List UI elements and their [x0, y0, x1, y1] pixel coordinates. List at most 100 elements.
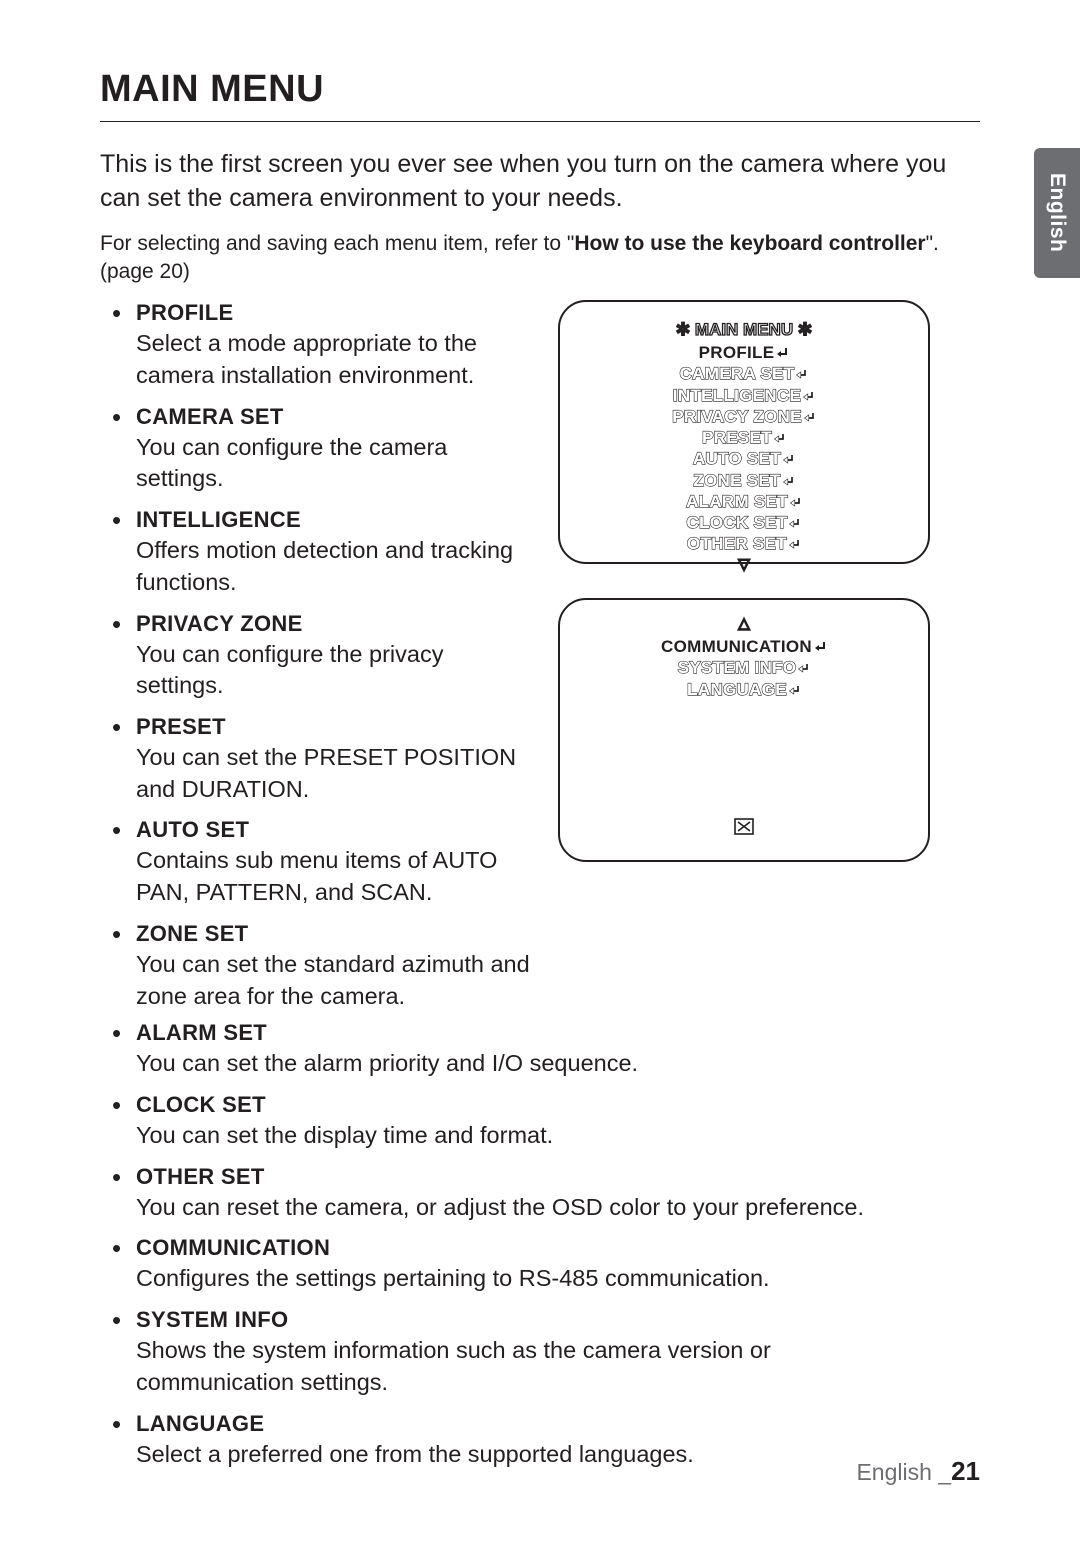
osd-text: CLOCK SET — [687, 513, 788, 532]
list-item: COMMUNICATION Configures the settings pe… — [136, 1235, 880, 1295]
submenu-icon — [802, 391, 815, 403]
menu-descriptions-left: PROFILE Select a mode appropriate to the… — [100, 300, 530, 1024]
footer-language: English — [856, 1459, 931, 1485]
osd-text: COMMUNICATION — [661, 637, 812, 656]
item-title: INTELLIGENCE — [136, 507, 530, 533]
list-item: CAMERA SET You can configure the camera … — [136, 404, 530, 495]
list-item: INTELLIGENCE Offers motion detection and… — [136, 507, 530, 598]
list-item: CLOCK SET You can set the display time a… — [136, 1092, 880, 1152]
language-tab-label: English — [1045, 173, 1069, 252]
item-desc: You can reset the camera, or adjust the … — [136, 1194, 864, 1220]
list-item: AUTO SET Contains sub menu items of AUTO… — [136, 817, 530, 908]
nav-up-icon: △ — [570, 614, 918, 632]
footer-page-number: 21 — [951, 1456, 980, 1486]
item-title: ALARM SET — [136, 1020, 880, 1046]
submenu-icon — [788, 518, 801, 530]
item-title: PRIVACY ZONE — [136, 611, 530, 637]
item-desc: You can set the alarm priority and I/O s… — [136, 1050, 638, 1076]
osd-text: CAMERA SET — [680, 364, 795, 383]
osd-screen-1: ✲ MAIN MENU ✲ PROFILE CAMERA SET INTELLI… — [558, 300, 930, 564]
item-desc: You can configure the privacy settings. — [136, 641, 443, 699]
list-item: SYSTEM INFO Shows the system information… — [136, 1307, 880, 1398]
item-desc: Offers motion detection and tracking fun… — [136, 537, 513, 595]
item-desc: Select a preferred one from the supporte… — [136, 1441, 694, 1467]
submenu-icon — [782, 476, 795, 488]
osd-line-selected: PROFILE — [570, 342, 918, 363]
page-title: MAIN MENU — [100, 68, 980, 111]
language-tab: English — [1034, 148, 1080, 278]
osd-header: ✲ MAIN MENU ✲ — [570, 320, 918, 340]
nav-down-icon: ▽ — [570, 555, 918, 573]
submenu-icon — [788, 685, 801, 697]
menu-list-top: PROFILE Select a mode appropriate to the… — [100, 300, 530, 1012]
submenu-icon — [789, 497, 802, 509]
reference-note: For selecting and saving each menu item,… — [100, 230, 980, 287]
osd-text: PROFILE — [699, 343, 775, 362]
osd-line: INTELLIGENCE — [570, 385, 918, 406]
osd-line: AUTO SET — [570, 448, 918, 469]
item-desc: You can set the display time and format. — [136, 1122, 553, 1148]
osd-line: LANGUAGE — [570, 679, 918, 700]
list-item: LANGUAGE Select a preferred one from the… — [136, 1411, 880, 1471]
osd-line: CLOCK SET — [570, 512, 918, 533]
submenu-icon — [797, 663, 810, 675]
item-title: ZONE SET — [136, 921, 530, 947]
osd-line: OTHER SET — [570, 533, 918, 554]
osd-text: OTHER SET — [687, 534, 787, 553]
item-desc: You can set the PRESET POSITION and DURA… — [136, 744, 516, 802]
item-title: PROFILE — [136, 300, 530, 326]
list-item: OTHER SET You can reset the camera, or a… — [136, 1164, 880, 1224]
submenu-icon — [788, 539, 801, 551]
item-title: CLOCK SET — [136, 1092, 880, 1118]
osd-spacer — [570, 700, 918, 818]
item-desc: You can set the standard azimuth and zon… — [136, 951, 530, 1009]
osd-line: ALARM SET — [570, 491, 918, 512]
two-column-row: PROFILE Select a mode appropriate to the… — [100, 300, 980, 1024]
menu-list-bottom: ALARM SET You can set the alarm priority… — [100, 1020, 880, 1470]
enter-icon — [775, 347, 789, 360]
item-desc: Contains sub menu items of AUTO PAN, PAT… — [136, 847, 497, 905]
osd-text: PRESET — [702, 428, 772, 447]
item-title: AUTO SET — [136, 817, 530, 843]
osd-line: CAMERA SET — [570, 363, 918, 384]
item-title: SYSTEM INFO — [136, 1307, 880, 1333]
exit-icon — [734, 818, 754, 835]
item-desc: Select a mode appropriate to the camera … — [136, 330, 477, 388]
osd-text: ALARM SET — [686, 492, 788, 511]
osd-text: LANGUAGE — [687, 680, 787, 699]
osd-text: PRIVACY ZONE — [672, 407, 802, 426]
submenu-icon — [773, 433, 786, 445]
osd-text: SYSTEM INFO — [678, 658, 797, 677]
item-title: COMMUNICATION — [136, 1235, 880, 1261]
ref-bold: How to use the keyboard controller — [574, 232, 925, 255]
submenu-icon — [803, 412, 816, 424]
page-footer: English _21 — [856, 1456, 980, 1487]
enter-icon — [813, 641, 827, 654]
osd-line: PRIVACY ZONE — [570, 406, 918, 427]
osd-column: ✲ MAIN MENU ✲ PROFILE CAMERA SET INTELLI… — [558, 300, 930, 896]
osd-line-selected: COMMUNICATION — [570, 636, 918, 657]
osd-text: AUTO SET — [693, 449, 781, 468]
list-item: PRIVACY ZONE You can configure the priva… — [136, 611, 530, 702]
list-item: ZONE SET You can set the standard azimut… — [136, 921, 530, 1012]
list-item: ALARM SET You can set the alarm priority… — [136, 1020, 880, 1080]
osd-text: ZONE SET — [693, 471, 780, 490]
item-title: OTHER SET — [136, 1164, 880, 1190]
title-underline — [100, 121, 980, 122]
item-title: PRESET — [136, 714, 530, 740]
osd-line: SYSTEM INFO — [570, 657, 918, 678]
submenu-icon — [795, 369, 808, 381]
intro-text: This is the first screen you ever see wh… — [100, 148, 980, 216]
osd-line: ZONE SET — [570, 470, 918, 491]
osd-line: PRESET — [570, 427, 918, 448]
item-title: LANGUAGE — [136, 1411, 880, 1437]
submenu-icon — [782, 454, 795, 466]
page: MAIN MENU This is the first screen you e… — [0, 0, 1080, 1543]
list-item: PRESET You can set the PRESET POSITION a… — [136, 714, 530, 805]
item-desc: Shows the system information such as the… — [136, 1337, 771, 1395]
osd-text: INTELLIGENCE — [673, 386, 801, 405]
osd-screen-2: △ COMMUNICATION SYSTEM INFO LANGUAGE — [558, 598, 930, 862]
ref-prefix: For selecting and saving each menu item,… — [100, 232, 574, 255]
item-desc: Configures the settings pertaining to RS… — [136, 1265, 770, 1291]
list-item: PROFILE Select a mode appropriate to the… — [136, 300, 530, 391]
